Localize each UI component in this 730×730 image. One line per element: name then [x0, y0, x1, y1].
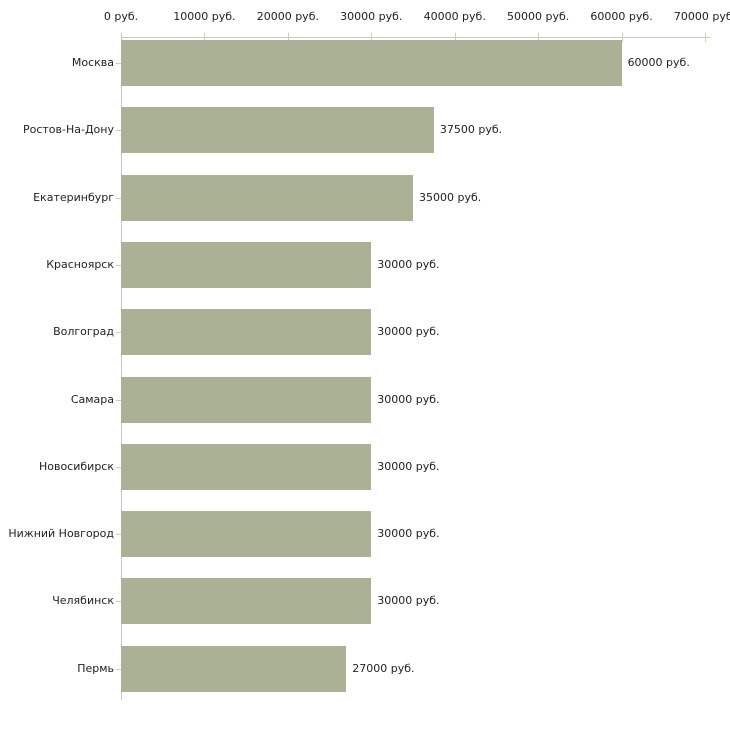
x-axis-line	[121, 37, 710, 38]
value-label: 30000 руб.	[377, 527, 440, 541]
bar-2	[121, 107, 434, 154]
bar-1	[121, 40, 622, 86]
category-label: Челябинск	[52, 594, 114, 608]
value-label: 30000 руб.	[377, 325, 440, 339]
x-axis-tick-label: 40000 руб.	[423, 10, 486, 23]
x-axis-tick-label: 10000 руб.	[173, 10, 236, 23]
y-axis-tick-mark	[116, 264, 121, 266]
value-label: 35000 руб.	[419, 190, 482, 204]
y-axis-tick-mark	[116, 601, 121, 603]
y-axis-tick-mark	[116, 399, 121, 401]
bar-3	[121, 174, 413, 221]
x-axis-tick-label: 50000 руб.	[507, 10, 570, 23]
value-label: 37500 руб.	[439, 123, 503, 137]
value-label: 30000 руб.	[377, 459, 440, 473]
bar-5	[121, 309, 372, 356]
y-axis-tick-mark	[116, 332, 121, 334]
category-label: Екатеринбург	[33, 190, 114, 204]
y-axis-tick-mark	[116, 466, 121, 468]
bar-8	[121, 511, 372, 558]
y-axis-tick-mark	[116, 130, 121, 132]
category-label: Ростов-На-Дону	[22, 123, 114, 137]
category-label: Нижний Новгород	[8, 527, 114, 541]
y-axis-tick-mark	[116, 197, 121, 199]
x-axis-tick-label: 60000 руб.	[590, 10, 653, 23]
bar-7	[121, 443, 372, 490]
bar-9	[121, 578, 372, 625]
value-label: 27000 руб.	[352, 661, 415, 675]
y-axis-tick-mark	[116, 534, 121, 536]
category-label: Самара	[70, 392, 114, 406]
category-label: Москва	[71, 56, 114, 69]
category-label: Волгоград	[53, 325, 114, 339]
value-label: 30000 руб.	[377, 392, 440, 406]
value-label: 30000 руб.	[377, 257, 440, 271]
value-label: 60000 руб.	[627, 56, 690, 69]
y-axis-tick-mark	[116, 668, 121, 670]
y-axis-tick-mark	[116, 63, 121, 64]
y-axis-line	[121, 37, 122, 700]
category-label: Красноярск	[46, 257, 114, 271]
category-label: Пермь	[77, 661, 114, 675]
x-axis-tick-label: 70000 руб.	[673, 10, 730, 23]
value-label: 30000 руб.	[377, 594, 440, 608]
x-axis-tick-label: 0 руб.	[103, 10, 139, 23]
category-label: Новосибирск	[38, 459, 114, 473]
x-axis-tick-label: 20000 руб.	[256, 10, 319, 23]
x-axis-tick-label: 30000 руб.	[340, 10, 403, 23]
bar-4	[121, 241, 372, 288]
bar-10	[121, 645, 347, 692]
bar-6	[121, 376, 372, 423]
